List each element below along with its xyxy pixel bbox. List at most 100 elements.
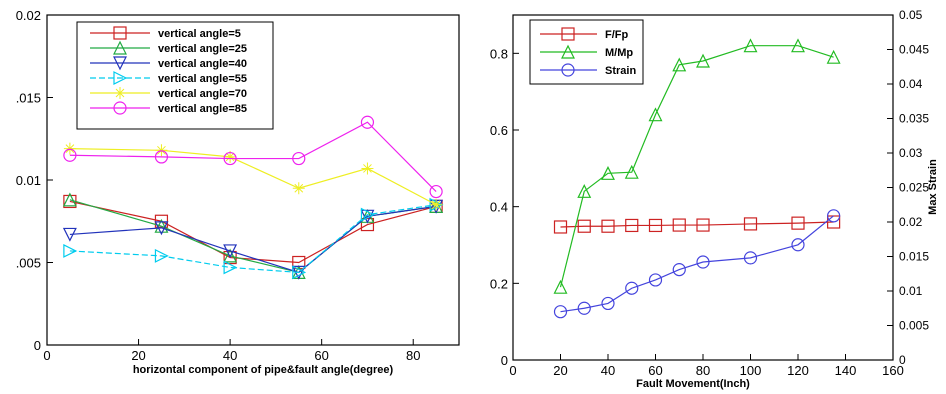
data-point (292, 182, 305, 195)
legend-marker (114, 87, 126, 99)
y-tick-label: .015 (16, 91, 41, 106)
y2-tick-label: 0.005 (899, 319, 929, 333)
y-tick-label: 0.8 (490, 46, 508, 61)
legend-marker (561, 63, 575, 77)
data-point (601, 165, 615, 180)
y-tick-label: 0.02 (16, 8, 41, 23)
x-tick-label: 40 (223, 348, 237, 363)
x-tick-label: 120 (787, 363, 809, 378)
x-tick-label: 0 (509, 363, 516, 378)
data-point (292, 265, 307, 280)
data-point (429, 184, 443, 199)
data-point (62, 227, 77, 242)
data-point (224, 150, 237, 163)
data-point (648, 273, 663, 287)
x-tick-label: 0 (43, 348, 50, 363)
data-point (743, 38, 758, 53)
y2-tick-label: 0.01 (899, 284, 923, 298)
data-point (553, 305, 568, 319)
data-point (154, 150, 169, 164)
series-line (69, 148, 437, 206)
legend-label: vertical angle=85 (158, 103, 247, 115)
series-line (560, 221, 834, 228)
x-tick-label: 20 (553, 363, 567, 378)
data-point (672, 57, 687, 72)
x-tick-label: 80 (406, 348, 420, 363)
data-point (577, 219, 591, 233)
data-point (696, 53, 710, 68)
data-point (361, 162, 374, 175)
data-point (360, 207, 375, 222)
legend-label: M/Mp (605, 47, 633, 59)
data-point (791, 238, 805, 252)
left-chart: 0 .005 0.01 .015 0.02 0 20 40 60 80 horizontal com… (16, 8, 460, 376)
data-point (743, 251, 758, 265)
y2-tick-label: 0.04 (899, 77, 923, 91)
y-tick-label: 0.4 (490, 200, 508, 215)
legend-label: vertical angle=25 (158, 43, 247, 55)
data-point (648, 107, 663, 122)
data-point (223, 248, 238, 263)
data-point (430, 198, 443, 211)
x-axis-title: Fault Movement(Inch) (636, 378, 750, 390)
legend-label: vertical angle=40 (158, 58, 247, 70)
y2-tick-label: 0.025 (899, 181, 929, 195)
data-point (743, 217, 758, 231)
series-line (69, 199, 437, 274)
series-line (69, 204, 437, 274)
legend-marker (113, 40, 127, 55)
legend-box (76, 21, 274, 130)
data-point (672, 218, 686, 232)
data-point (63, 142, 76, 155)
data-point (577, 301, 591, 315)
legend-marker (113, 56, 127, 71)
data-point (154, 218, 169, 233)
data-point (154, 221, 169, 236)
y2-tick-label: 0 (899, 353, 906, 367)
x-tick-label: 160 (882, 363, 904, 378)
legend-label: F/Fp (605, 29, 628, 41)
data-point (577, 183, 592, 198)
x-tick-label: 140 (835, 363, 857, 378)
legend-marker (113, 101, 127, 115)
x-tick-label: 80 (696, 363, 710, 378)
series-line (559, 45, 834, 288)
series-line (560, 215, 835, 313)
data-point (223, 151, 237, 166)
data-point (553, 279, 568, 294)
data-point (62, 192, 77, 207)
data-point (672, 263, 686, 277)
series-line (69, 205, 437, 274)
legend-label: Strain (605, 65, 636, 77)
legend-label: vertical angle=70 (158, 88, 247, 100)
data-point (696, 218, 710, 232)
data-point (154, 248, 169, 263)
legend-marker (561, 44, 575, 59)
data-point (696, 255, 710, 269)
series-line (69, 121, 437, 192)
y-tick-label: .005 (16, 256, 41, 271)
data-point (625, 281, 639, 295)
data-point (63, 148, 77, 162)
y-tick-label: 0.6 (490, 123, 508, 138)
y-tick-label: 0 (34, 338, 41, 353)
x-axis-title: horizontal component of pipe&fault angle… (133, 364, 394, 376)
data-point (223, 244, 238, 259)
data-point (791, 216, 805, 230)
y2-tick-label: 0.02 (899, 215, 923, 229)
y-tick-label: 0 (501, 353, 508, 368)
legend-label: vertical angle=55 (158, 73, 247, 85)
y2-tick-label: 0.015 (899, 250, 929, 264)
legend: F/Fp M/Mp Strain (529, 19, 644, 85)
data-point (827, 209, 841, 223)
legend: vertical angle=5 vertical angle=25 vertica… (76, 21, 274, 130)
data-point (292, 151, 306, 166)
data-point (648, 218, 663, 233)
data-point (223, 260, 238, 275)
legend-marker (113, 26, 127, 40)
data-point (360, 217, 375, 232)
data-point (63, 243, 78, 258)
legend-marker (113, 71, 128, 85)
data-point (553, 220, 568, 234)
